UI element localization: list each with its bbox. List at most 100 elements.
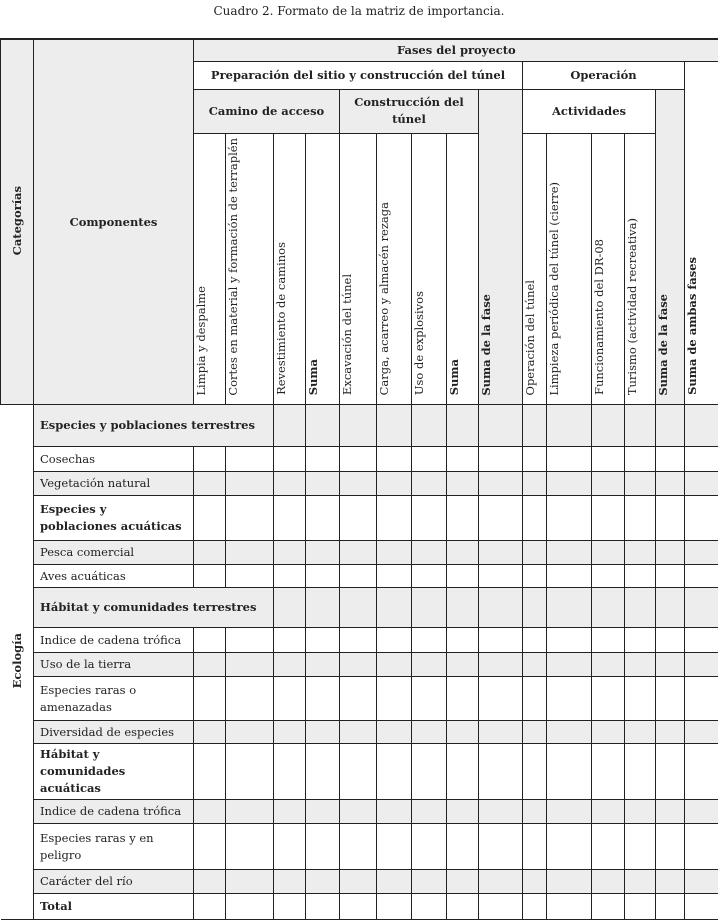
matrix-cell bbox=[547, 588, 592, 628]
header-categorias: Categorías bbox=[1, 39, 34, 405]
matrix-cell bbox=[306, 496, 340, 541]
matrix-cell bbox=[625, 496, 656, 541]
matrix-cell bbox=[592, 405, 625, 447]
table-row: Carácter del río bbox=[1, 870, 718, 894]
matrix-cell bbox=[377, 447, 412, 472]
table-row: Vegetación natural bbox=[1, 472, 718, 496]
matrix-cell bbox=[479, 653, 523, 677]
matrix-cell bbox=[656, 588, 685, 628]
matrix-cell bbox=[340, 744, 377, 800]
matrix-cell bbox=[523, 628, 547, 653]
component-label: Uso de la tierra bbox=[34, 653, 194, 677]
matrix-cell bbox=[656, 653, 685, 677]
matrix-cell bbox=[625, 894, 656, 920]
matrix-cell bbox=[592, 824, 625, 870]
matrix-cell bbox=[340, 824, 377, 870]
matrix-cell bbox=[685, 824, 718, 870]
table-row: Cosechas bbox=[1, 447, 718, 472]
matrix-cell bbox=[685, 800, 718, 824]
matrix-cell bbox=[479, 744, 523, 800]
matrix-cell bbox=[625, 565, 656, 588]
matrix-cell bbox=[306, 405, 340, 447]
matrix-cell bbox=[625, 653, 656, 677]
component-label: Carácter del río bbox=[34, 870, 194, 894]
component-label: Diversidad de especies bbox=[34, 721, 194, 744]
matrix-cell bbox=[479, 870, 523, 894]
component-label: Hábitat y comunidades terrestres bbox=[34, 588, 274, 628]
matrix-cell bbox=[656, 496, 685, 541]
matrix-cell bbox=[340, 541, 377, 565]
matrix-cell bbox=[523, 824, 547, 870]
matrix-cell bbox=[194, 677, 226, 721]
matrix-cell bbox=[547, 541, 592, 565]
table-row: Indice de cadena trófica bbox=[1, 800, 718, 824]
matrix-cell bbox=[226, 628, 274, 653]
component-label: Pesca comercial bbox=[34, 541, 194, 565]
matrix-cell bbox=[656, 565, 685, 588]
matrix-cell bbox=[523, 870, 547, 894]
matrix-cell bbox=[656, 721, 685, 744]
matrix-cell bbox=[274, 870, 306, 894]
matrix-cell bbox=[412, 588, 447, 628]
matrix-cell bbox=[592, 870, 625, 894]
matrix-cell bbox=[194, 870, 226, 894]
matrix-cell bbox=[274, 744, 306, 800]
header-suma-ambas-fases: Suma de ambas fases bbox=[685, 61, 718, 405]
matrix-cell bbox=[447, 677, 479, 721]
matrix-cell bbox=[412, 653, 447, 677]
matrix-cell bbox=[592, 677, 625, 721]
header-componentes: Componentes bbox=[34, 39, 194, 405]
matrix-cell bbox=[625, 447, 656, 472]
matrix-cell bbox=[547, 472, 592, 496]
matrix-cell bbox=[547, 824, 592, 870]
matrix-cell bbox=[340, 870, 377, 894]
matrix-cell bbox=[447, 447, 479, 472]
matrix-cell bbox=[377, 541, 412, 565]
matrix-cell bbox=[625, 628, 656, 653]
matrix-cell bbox=[274, 472, 306, 496]
matrix-cell bbox=[625, 541, 656, 565]
matrix-cell bbox=[194, 628, 226, 653]
matrix-cell bbox=[340, 472, 377, 496]
matrix-cell bbox=[306, 677, 340, 721]
component-label: Hábitat y comunidades acuáticas bbox=[34, 744, 194, 800]
matrix-cell bbox=[377, 405, 412, 447]
matrix-cell bbox=[306, 653, 340, 677]
matrix-cell bbox=[194, 653, 226, 677]
matrix-cell bbox=[523, 800, 547, 824]
component-label: Indice de cadena trófica bbox=[34, 628, 194, 653]
matrix-cell bbox=[412, 628, 447, 653]
matrix-cell bbox=[656, 447, 685, 472]
matrix-cell bbox=[523, 496, 547, 541]
matrix-cell bbox=[194, 472, 226, 496]
column-header: Excavación del túnel bbox=[340, 133, 377, 405]
matrix-cell bbox=[685, 744, 718, 800]
matrix-cell bbox=[274, 800, 306, 824]
matrix-cell bbox=[340, 894, 377, 920]
table-row: Pesca comercial bbox=[1, 541, 718, 565]
matrix-cell bbox=[274, 628, 306, 653]
matrix-cell bbox=[274, 677, 306, 721]
matrix-cell bbox=[412, 472, 447, 496]
matrix-cell bbox=[592, 565, 625, 588]
matrix-cell bbox=[479, 824, 523, 870]
importance-matrix-table: Categorías Componentes Fases del proyect… bbox=[0, 38, 718, 920]
matrix-cell bbox=[656, 870, 685, 894]
matrix-cell bbox=[274, 405, 306, 447]
matrix-cell bbox=[625, 870, 656, 894]
matrix-cell bbox=[523, 405, 547, 447]
matrix-cell bbox=[625, 744, 656, 800]
matrix-cell bbox=[592, 800, 625, 824]
matrix-cell bbox=[226, 870, 274, 894]
matrix-cell bbox=[685, 496, 718, 541]
matrix-cell bbox=[479, 565, 523, 588]
matrix-cell bbox=[412, 800, 447, 824]
component-label: Aves acuáticas bbox=[34, 565, 194, 588]
matrix-cell bbox=[226, 653, 274, 677]
matrix-cell bbox=[274, 496, 306, 541]
table-row: Diversidad de especies bbox=[1, 721, 718, 744]
column-header: Suma bbox=[447, 133, 479, 405]
matrix-cell bbox=[377, 894, 412, 920]
matrix-cell bbox=[625, 405, 656, 447]
matrix-cell bbox=[447, 541, 479, 565]
